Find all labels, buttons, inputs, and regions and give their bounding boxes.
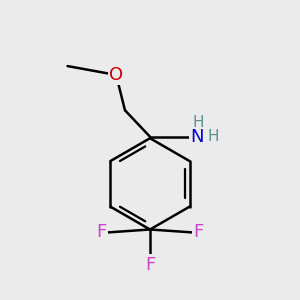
Text: H: H bbox=[208, 129, 219, 144]
Text: F: F bbox=[145, 256, 155, 274]
Text: N: N bbox=[190, 128, 204, 146]
Text: H: H bbox=[193, 115, 204, 130]
Text: F: F bbox=[194, 224, 204, 242]
Text: O: O bbox=[109, 66, 123, 84]
Text: F: F bbox=[96, 224, 106, 242]
